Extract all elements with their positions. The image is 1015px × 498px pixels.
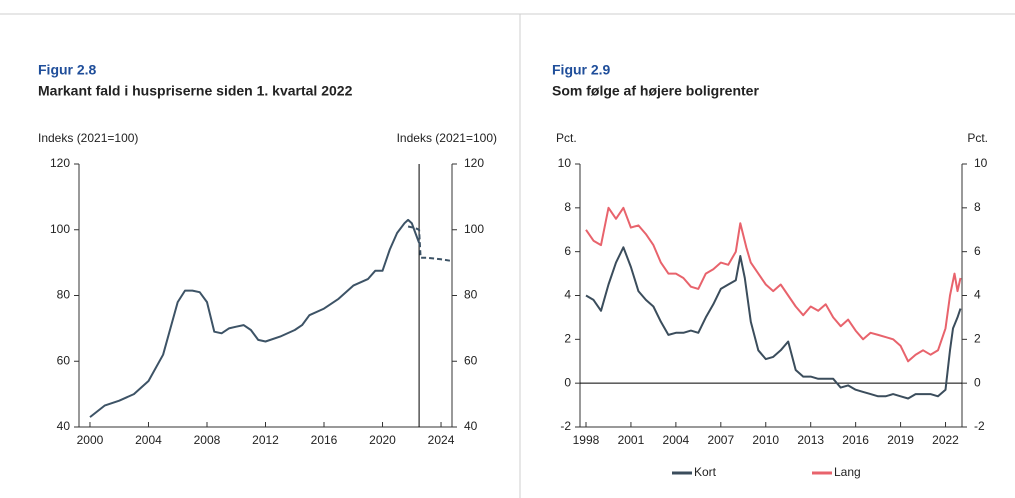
y-tick-label: 0: [564, 375, 571, 389]
y-tick-label: 4: [564, 288, 571, 302]
x-tick-label: 2001: [618, 433, 645, 447]
x-tick-label: 2008: [194, 433, 221, 447]
x-tick-label: 2016: [842, 433, 869, 447]
x-tick-label: 2010: [752, 433, 779, 447]
y-tick-label: 80: [57, 288, 71, 302]
y2-tick-label: 10: [974, 156, 988, 170]
y-tick-label: -2: [560, 419, 571, 433]
y2-tick-label: 0: [974, 375, 981, 389]
y2-tick-label: 120: [464, 156, 484, 170]
y2-tick-label: 4: [974, 288, 981, 302]
y-tick-label: 2: [564, 332, 571, 346]
x-tick-label: 2022: [932, 433, 959, 447]
y-tick-label: 8: [564, 200, 571, 214]
y2-tick-label: -2: [974, 419, 985, 433]
x-tick-label: 2012: [252, 433, 279, 447]
y-axis-label: Indeks (2021=100): [38, 131, 138, 145]
y2-tick-label: 60: [464, 353, 478, 367]
y-tick-label: 10: [558, 156, 572, 170]
x-tick-label: 2000: [77, 433, 104, 447]
y2-tick-label: 8: [974, 200, 981, 214]
legend-label: Lang: [834, 465, 861, 479]
y-tick-label: 40: [57, 419, 71, 433]
x-tick-label: 2013: [797, 433, 824, 447]
chart-title: Som følge af højere boligrenter: [552, 83, 759, 99]
y-tick-label: 120: [50, 156, 70, 170]
line-series: [407, 225, 453, 262]
y2-tick-label: 6: [974, 244, 981, 258]
figure-label: Figur 2.9: [552, 62, 611, 78]
y2-axis-label: Pct.: [967, 131, 988, 145]
line-series: [585, 206, 962, 363]
x-tick-label: 2004: [135, 433, 162, 447]
line-series: [585, 246, 962, 400]
x-tick-label: 2019: [887, 433, 914, 447]
y-tick-label: 100: [50, 222, 70, 236]
y-tick-label: 6: [564, 244, 571, 258]
x-tick-label: 2020: [369, 433, 396, 447]
y2-tick-label: 80: [464, 288, 478, 302]
y-axis-label: Pct.: [556, 131, 577, 145]
legend-label: Kort: [694, 465, 717, 479]
figure-label: Figur 2.8: [38, 62, 97, 78]
y2-tick-label: 40: [464, 419, 478, 433]
line-series: [89, 218, 421, 418]
x-tick-label: 2024: [428, 433, 455, 447]
y2-tick-label: 2: [974, 332, 981, 346]
x-tick-label: 2004: [663, 433, 690, 447]
y2-axis-label: Indeks (2021=100): [397, 131, 497, 145]
x-tick-label: 2016: [311, 433, 338, 447]
x-tick-label: 2007: [707, 433, 734, 447]
y-tick-label: 60: [57, 353, 71, 367]
chart-title: Markant fald i huspriserne siden 1. kvar…: [38, 83, 353, 99]
y2-tick-label: 100: [464, 222, 484, 236]
x-tick-label: 1998: [573, 433, 600, 447]
